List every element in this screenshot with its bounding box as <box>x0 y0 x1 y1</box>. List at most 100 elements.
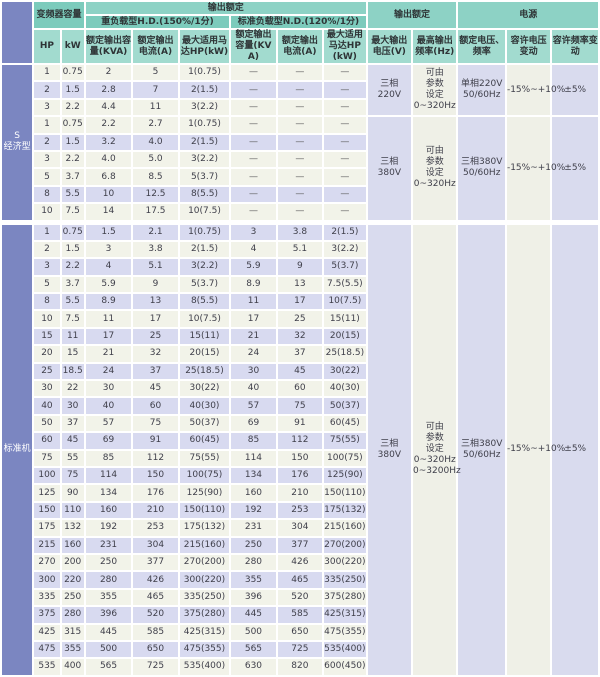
spec-cell: 24 <box>231 346 276 362</box>
merged-spec-cell: 三相380V 50/60Hz <box>458 224 505 675</box>
spec-cell: 1(0.75) <box>179 224 230 240</box>
spec-cell: 1.5 <box>85 224 132 240</box>
spec-cell: 465 <box>277 572 323 588</box>
spec-cell: 175(132) <box>179 520 230 536</box>
table-row: 270 200 250 377 270(200) 280 426 300(220) <box>2 554 598 571</box>
spec-cell: 110 <box>61 502 84 519</box>
table-row: 75 55 85 112 75(55) 114 150 100(75) <box>2 450 598 466</box>
spec-cell: 520 <box>133 607 178 623</box>
table-row: 2 1.5 3 3.8 2(1.5) 4 5.1 3(2.2) <box>2 241 598 258</box>
spec-cell: — <box>277 65 323 81</box>
table-header: 变频器容量 输出额定 输出额定 电源 重负载型H.D.(150%/1分) 标准负… <box>2 2 598 63</box>
spec-cell: — <box>231 82 276 98</box>
spec-cell: 22 <box>61 381 84 397</box>
spec-cell: 215(160) <box>324 520 366 536</box>
spec-cell: 5 <box>133 65 178 81</box>
spec-cell: — <box>231 117 276 133</box>
merged-spec-cell: 可由 参数 设定 0~320Hz 0~3200Hz <box>413 224 461 675</box>
spec-cell: 210 <box>277 485 323 501</box>
spec-cell: 15(11) <box>324 311 366 327</box>
spec-cell: 3.8 <box>277 224 323 240</box>
spec-cell: 45 <box>61 433 84 449</box>
spec-cell: 2 <box>34 241 60 258</box>
merged-spec-cell: ±5% <box>552 224 598 675</box>
spec-cell: 132 <box>61 520 84 536</box>
spec-cell: 3 <box>85 241 132 258</box>
spec-cell: 426 <box>277 554 323 571</box>
spec-cell: — <box>231 134 276 150</box>
spec-cell: 4.4 <box>85 99 132 116</box>
spec-cell: 253 <box>277 502 323 519</box>
spec-cell: 10(7.5) <box>179 311 230 327</box>
spec-cell: 1(0.75) <box>179 117 230 133</box>
spec-cell: 250 <box>61 589 84 606</box>
spec-cell: 500 <box>231 624 276 640</box>
spec-cell: 535(400) <box>179 659 230 675</box>
spec-cell: 17.5 <box>133 204 178 220</box>
spec-cell: 2.7 <box>133 117 178 133</box>
table-row: 10 7.5 14 17.5 10(7.5) — — — <box>2 204 598 220</box>
spec-cell: 2.1 <box>133 224 178 240</box>
spec-cell: 5.5 <box>61 294 84 310</box>
spec-cell: 396 <box>231 589 276 606</box>
spec-cell: 400 <box>61 659 84 675</box>
merged-spec-cell: 三相 380V <box>367 224 412 675</box>
table-row: 1 0.75 2.2 2.7 1(0.75) — — — 三相 380V 可由 参数 设定 0~3… <box>2 117 598 220</box>
spec-cell: 37 <box>277 346 323 362</box>
spec-cell: 8(5.5) <box>179 186 230 203</box>
spec-cell: 3 <box>231 224 276 240</box>
spec-cell: 125(90) <box>179 485 230 501</box>
spec-cell: 7.5 <box>61 204 84 220</box>
spec-cell: 10 <box>34 204 60 220</box>
spec-cell: 475(355) <box>324 624 366 640</box>
spec-cell: 630 <box>231 659 276 675</box>
table-row: 175 132 192 253 175(132) 231 304 215(160) <box>2 520 598 536</box>
spec-cell: 2 <box>34 134 60 150</box>
spec-cell: 75 <box>277 398 323 414</box>
spec-cell: 465 <box>133 589 178 606</box>
spec-cell: — <box>277 99 323 116</box>
spec-cell: 30(22) <box>179 381 230 397</box>
spec-cell: 11 <box>85 311 132 327</box>
spec-cell: 85 <box>85 450 132 466</box>
spec-cell: 24 <box>85 363 132 380</box>
spec-cell: — <box>324 117 366 133</box>
spec-cell: 280 <box>61 607 84 623</box>
spec-cell: 5(3.7) <box>179 169 230 185</box>
spec-cell: 7.5(5.5) <box>324 276 366 293</box>
table-row: 8 5.5 8.9 13 8(5.5) 11 17 10(7.5) <box>2 294 598 310</box>
table-row: 3 2.2 4.4 11 3(2.2) — — — <box>2 99 598 116</box>
spec-cell: 150(110) <box>324 485 366 501</box>
merged-spec-cell: 三相 220V <box>367 65 412 116</box>
spec-cell: 20(15) <box>324 328 366 345</box>
spec-cell: 355 <box>61 641 84 658</box>
spec-cell: 90 <box>61 485 84 501</box>
spec-cell: 37 <box>133 363 178 380</box>
table-row: 300 220 280 426 300(220) 355 465 335(250) <box>2 572 598 588</box>
spec-cell: 9 <box>277 259 323 275</box>
spec-cell: 25 <box>277 311 323 327</box>
spec-cell: 21 <box>85 346 132 362</box>
spec-cell: 160 <box>85 502 132 519</box>
spec-cell: 10(7.5) <box>324 294 366 310</box>
spec-cell: 0.75 <box>61 117 84 133</box>
spec-cell: 2 <box>34 82 60 98</box>
spec-cell: 231 <box>231 520 276 536</box>
spec-cell: 30 <box>34 381 60 397</box>
spec-cell: 270(200) <box>324 537 366 553</box>
spec-cell: 2.2 <box>61 259 84 275</box>
spec-cell: 114 <box>231 450 276 466</box>
section-gap <box>2 222 598 223</box>
spec-cell: — <box>277 134 323 150</box>
spec-cell: 4.0 <box>133 134 178 150</box>
spec-cell: 2.8 <box>85 82 132 98</box>
spec-cell: 3(2.2) <box>179 99 230 116</box>
table-row: 3 2.2 4.0 5.0 3(2.2) — — — <box>2 151 598 168</box>
spec-cell: 17 <box>85 328 132 345</box>
spec-cell: 112 <box>277 433 323 449</box>
header-max-freq: 最高输出频率(Hz) <box>413 30 457 63</box>
spec-cell: 210 <box>133 502 178 519</box>
spec-cell: 150(110) <box>179 502 230 519</box>
header-normal-duty: 标准负载型N.D.(120%/1分) <box>231 16 366 28</box>
